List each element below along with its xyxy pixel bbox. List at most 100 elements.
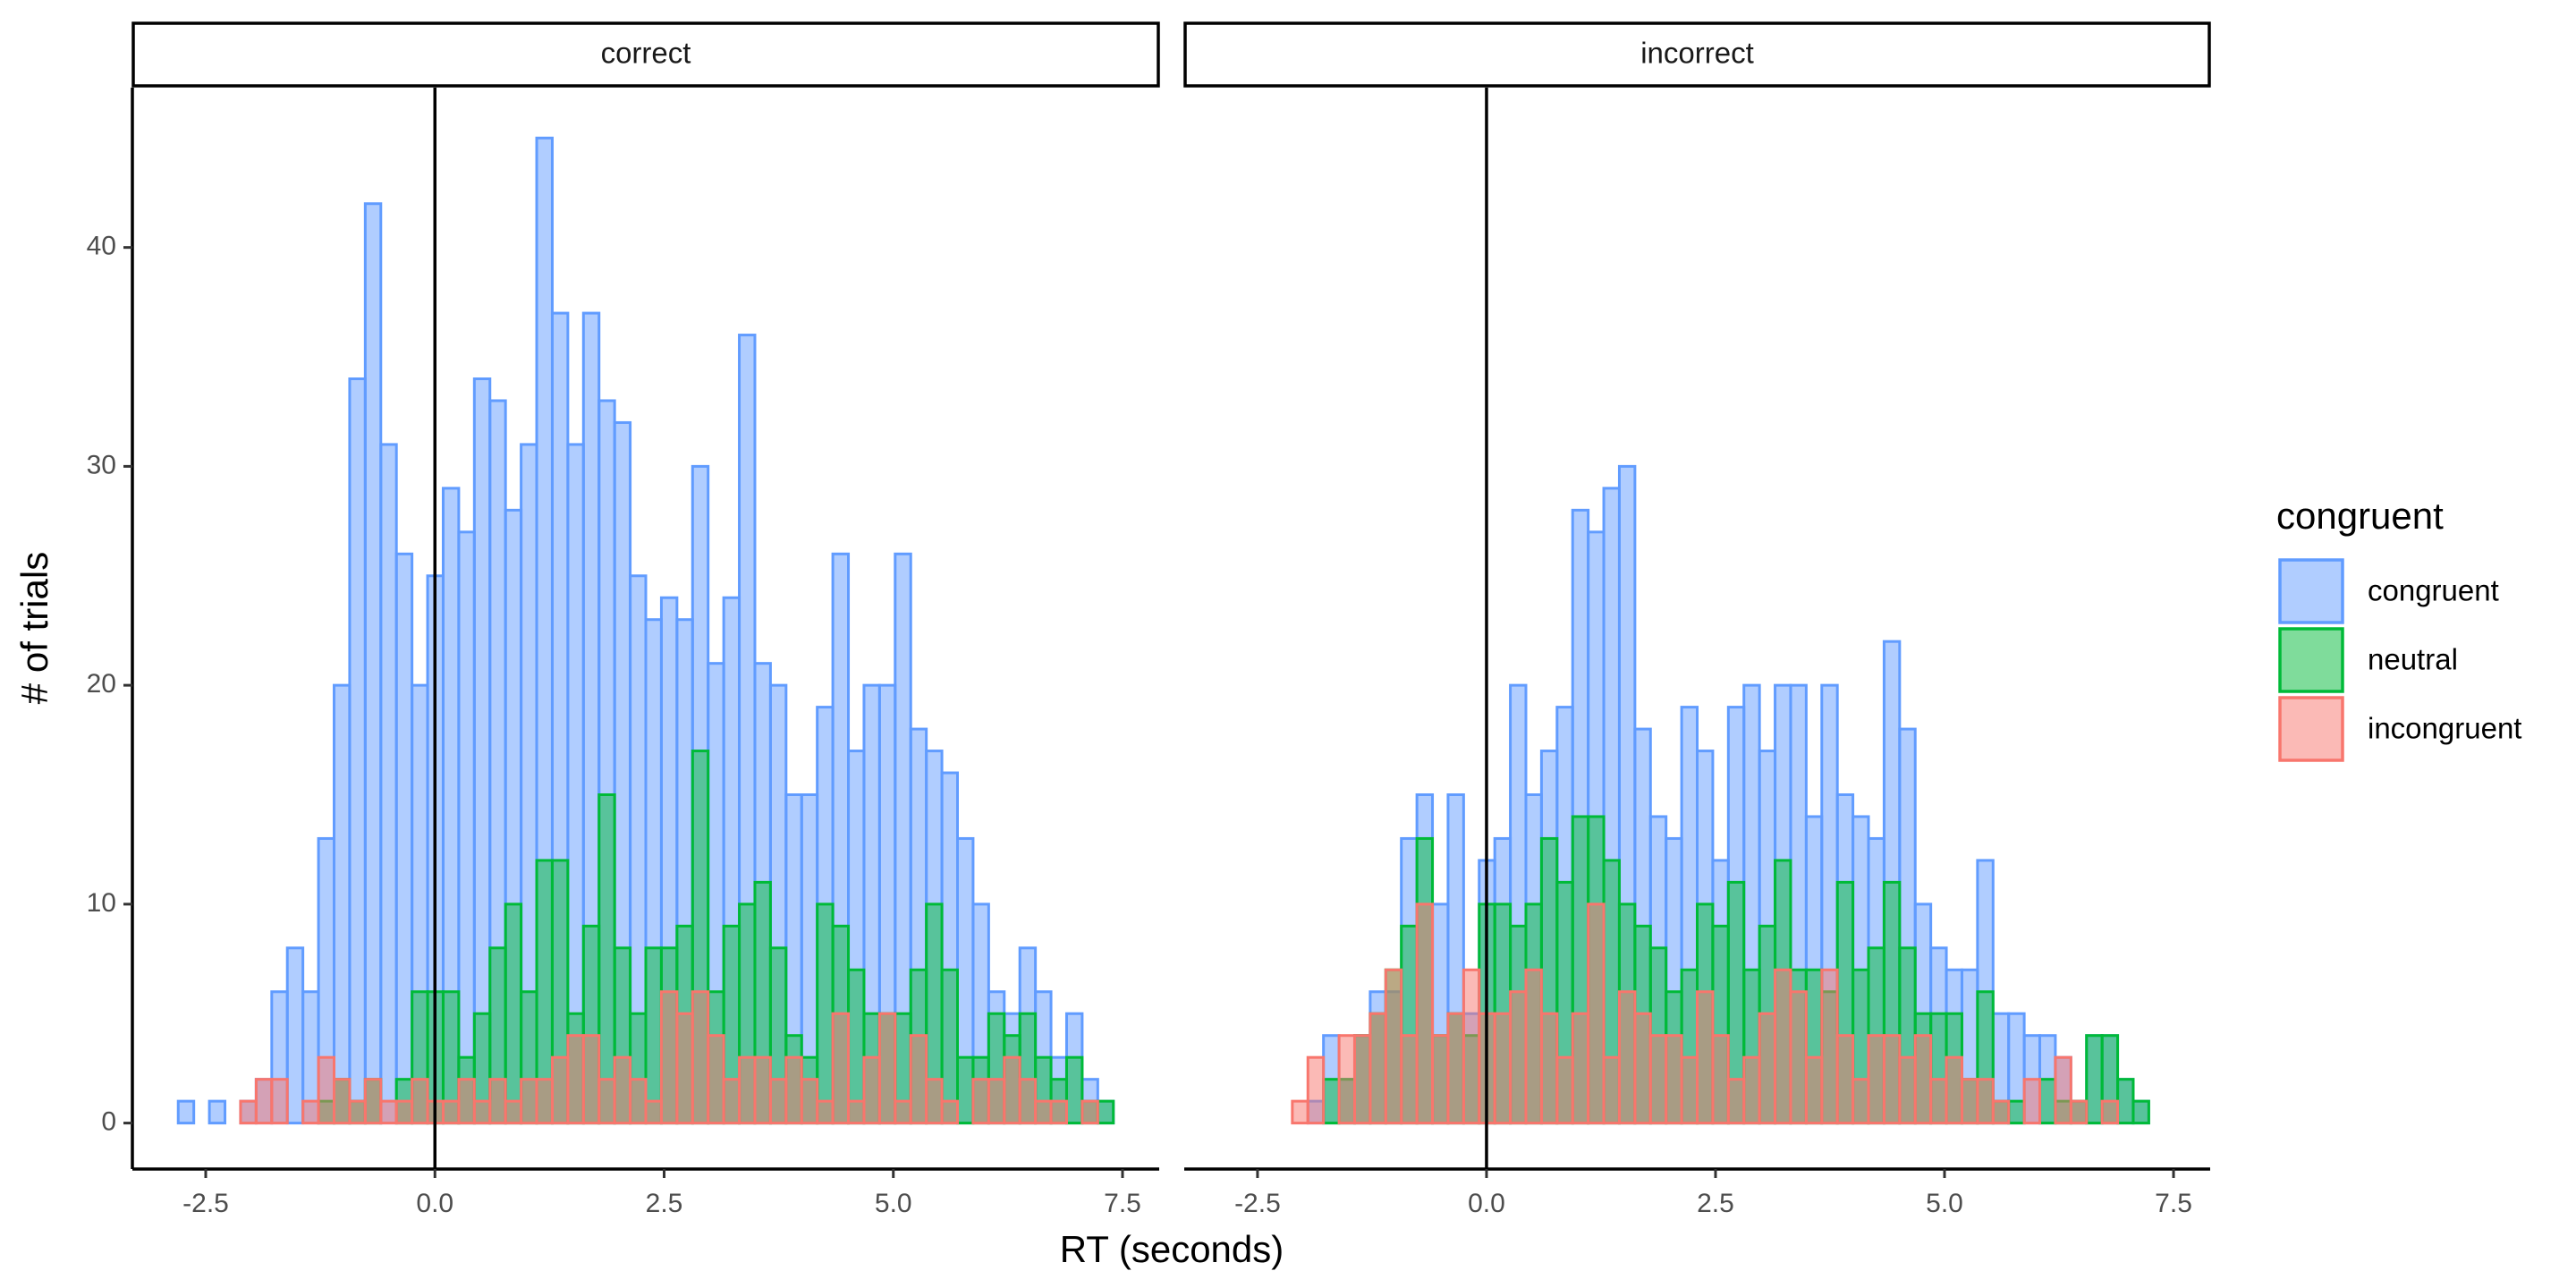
histogram-bar (1291, 1099, 1309, 1125)
histogram-bar (847, 1099, 866, 1125)
x-tick-label: 0.0 (416, 1189, 453, 1218)
histogram-bar (816, 1099, 835, 1125)
histogram-bar (1384, 968, 1403, 1125)
histogram-bar (239, 1099, 258, 1125)
histogram-bar (768, 1078, 788, 1125)
histogram-bar (862, 1055, 881, 1125)
histogram-bar (176, 1099, 196, 1125)
histogram-bar (254, 1078, 274, 1125)
histogram-bar (1018, 1078, 1038, 1125)
histogram-bar (488, 1078, 507, 1125)
histogram-bar (894, 1099, 912, 1125)
histogram-bar (1726, 1078, 1746, 1125)
histogram-bar (1913, 1034, 1933, 1125)
histogram-bar (2054, 1055, 2072, 1125)
histogram-bar (1337, 1034, 1356, 1125)
histogram-bar (1991, 1099, 2011, 1125)
histogram-bar (1509, 990, 1528, 1125)
x-tick-label: 7.5 (1104, 1189, 1141, 1218)
y-tick-label: 10 (87, 888, 116, 918)
histogram-bar (1415, 902, 1435, 1125)
histogram-bar (550, 1055, 570, 1125)
x-tick-label: 7.5 (2155, 1189, 2192, 1218)
histogram-bar (1929, 1078, 1948, 1125)
histogram-bar (1835, 1034, 1855, 1125)
legend-label: incongruent (2368, 712, 2521, 745)
histogram-bar (597, 793, 616, 1125)
histogram-bar (1633, 1012, 1652, 1125)
histogram-bar (1493, 1012, 1513, 1125)
histogram-bar (457, 1078, 476, 1125)
histogram-bar (1976, 1078, 1995, 1125)
histogram-bar (644, 1099, 663, 1125)
histogram-bar (2038, 1078, 2057, 1125)
histogram-bar (659, 990, 679, 1125)
histogram-bar (800, 1078, 819, 1125)
histogram-bar (1867, 1034, 1885, 1125)
histogram-bar (270, 1078, 289, 1125)
histogram-bar (2022, 1078, 2042, 1125)
histogram-bar (1665, 1034, 1683, 1125)
histogram-bar (317, 1055, 336, 1125)
legend-key (2278, 696, 2344, 762)
x-tick-label: 5.0 (875, 1189, 912, 1218)
legend-key (2278, 558, 2344, 624)
histogram-bar (535, 1078, 554, 1125)
histogram-bar (208, 1099, 227, 1125)
histogram-bar (707, 1034, 725, 1125)
histogram-bar (472, 377, 492, 1125)
x-axis-title: RT (seconds) (1060, 1228, 1284, 1270)
histogram-bar (987, 1078, 1006, 1125)
histogram-bar (1003, 1055, 1021, 1125)
histogram-bar (1742, 1055, 1761, 1125)
facet-strip (131, 21, 1160, 88)
y-tick-label: 0 (101, 1107, 116, 1137)
histogram-bar (940, 1099, 959, 1125)
histogram-bar (1648, 1034, 1668, 1125)
facet-label: incorrect (1640, 37, 1754, 70)
histogram-bar (1064, 1055, 1084, 1125)
histogram-bar (925, 1078, 944, 1125)
histogram-bar (1555, 1055, 1574, 1125)
histogram-bar (379, 443, 398, 1125)
histogram-bar (2131, 1099, 2150, 1125)
histogram-bar (1945, 1055, 1963, 1125)
histogram-bar (691, 990, 710, 1125)
histogram-bar (2085, 1034, 2104, 1125)
x-tick-label: 0.0 (1468, 1189, 1505, 1218)
histogram-bar (971, 1078, 990, 1125)
histogram-bar (1852, 1078, 1870, 1125)
histogram-bar (1696, 990, 1715, 1125)
y-tick-label: 30 (87, 450, 116, 479)
histogram-bar (816, 902, 835, 1125)
histogram-bar (1804, 1055, 1824, 1125)
x-tick-label: 2.5 (1697, 1189, 1734, 1218)
histogram-bar (348, 377, 367, 1125)
histogram-bar (1680, 1055, 1699, 1125)
histogram-bar (738, 1055, 757, 1125)
histogram-bar (441, 1099, 461, 1125)
histogram-bar (1462, 968, 1481, 1125)
histogram-bar (1602, 1055, 1621, 1125)
x-tick-label: -2.5 (1234, 1189, 1281, 1218)
histogram-bar (348, 1099, 367, 1125)
histogram-bar (2069, 1099, 2089, 1125)
histogram-bar (566, 1034, 585, 1125)
histogram-bar (1960, 1078, 1979, 1125)
histogram-bar (504, 1099, 523, 1125)
histogram-bar (1539, 1012, 1559, 1125)
histogram-bar (1617, 990, 1637, 1125)
y-axis-title: # of trials (13, 552, 55, 704)
histogram-bar (472, 1099, 492, 1125)
histogram-bar (1446, 1012, 1465, 1125)
histogram-bar (581, 1034, 601, 1125)
histogram-bar (784, 1055, 803, 1125)
histogram-bar (675, 1012, 694, 1125)
histogram-bar (956, 1055, 975, 1125)
histogram-bar (1034, 1099, 1053, 1125)
legend-label: neutral (2368, 643, 2458, 676)
histogram-bar (753, 1055, 772, 1125)
y-tick-label: 40 (87, 232, 116, 261)
legend-label: congruent (2368, 574, 2499, 607)
